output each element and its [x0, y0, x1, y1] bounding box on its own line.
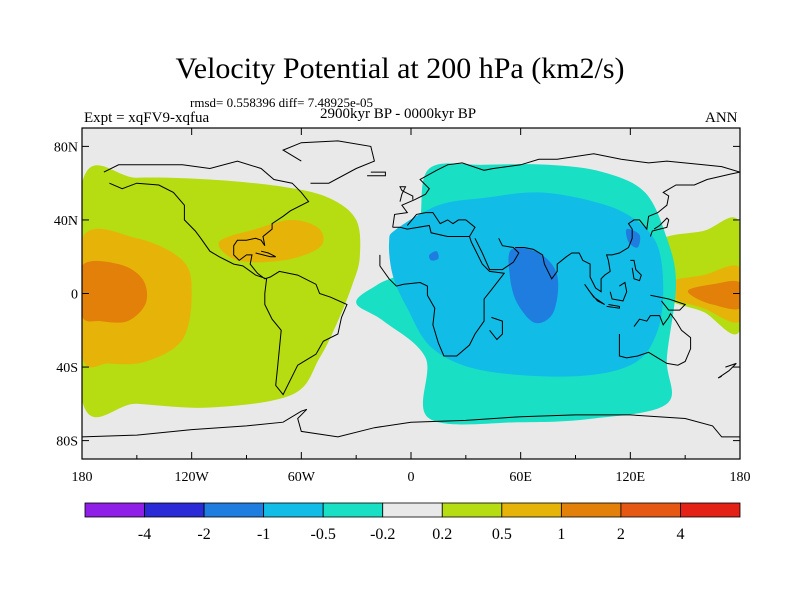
- coastline-14: [630, 259, 642, 282]
- colorbar-swatch-4: [322, 502, 384, 518]
- coastline-2: [392, 153, 740, 228]
- x-tick-label-6: 180: [730, 470, 751, 485]
- colorbar-label-8: 2: [617, 526, 625, 543]
- coastline-0: [103, 160, 348, 396]
- y-tick-label-1: 40N: [54, 214, 78, 229]
- colorbar-swatch-1: [144, 502, 205, 518]
- contour-region-11: [625, 228, 641, 248]
- coastline-9: [606, 304, 620, 309]
- x-tick-label-2: 60W: [288, 470, 316, 485]
- stats-line: rmsd= 0.558396 diff= 7.48925e-05: [190, 95, 374, 110]
- contour-region-10: [428, 251, 439, 261]
- season-label: ANN: [705, 110, 738, 126]
- coastline-12: [618, 312, 692, 366]
- colorbar-swatch-10: [680, 502, 741, 518]
- coastline-16: [399, 186, 414, 202]
- colorbar-swatch-5: [382, 502, 443, 518]
- colorbar: -4 -2 -1 -0.5 -0.2 0.2 0.5 1 2 4: [84, 502, 741, 543]
- y-tick-label-4: 80S: [56, 435, 78, 450]
- y-tick-label-3: 40S: [56, 361, 78, 376]
- x-tick-label-3: 0: [408, 470, 415, 485]
- x-tick-label-0: 180: [72, 470, 93, 485]
- coastline-17: [367, 171, 386, 177]
- contour-region-6: [687, 280, 740, 310]
- y-tick-label-2: 0: [71, 288, 78, 303]
- x-axis-ticks: 180 120W 60W 0 60E 120E 180: [72, 128, 751, 485]
- colorbar-label-6: 0.5: [492, 526, 512, 543]
- colorbar-swatch-7: [501, 502, 562, 518]
- contour-region-3: [82, 260, 148, 323]
- coastlines: [82, 140, 740, 438]
- coastline-10: [609, 281, 628, 302]
- coastline-18: [255, 250, 276, 258]
- coastline-5: [489, 316, 503, 341]
- chart-title: Velocity Potential at 200 hPa (km2/s): [175, 52, 625, 85]
- coastline-15: [82, 408, 740, 438]
- colorbar-label-9: 4: [676, 526, 684, 543]
- contour-regions: [82, 163, 740, 425]
- coastline-13: [649, 217, 670, 237]
- x-tick-label-4: 60E: [509, 470, 532, 485]
- colorbar-label-3: -0.5: [311, 526, 336, 543]
- coastline-4: [379, 236, 506, 357]
- colorbar-label-5: 0.2: [432, 526, 452, 543]
- coastline-7: [515, 171, 740, 293]
- colorbar-swatch-0: [84, 502, 145, 518]
- contour-region-2: [218, 219, 324, 263]
- experiment-label: Expt = xqFV9-xqfua: [84, 110, 210, 126]
- colorbar-label-2: -1: [257, 526, 270, 543]
- y-axis-ticks: 80N 40N 0 40S 80S: [54, 140, 740, 450]
- coastline-19: [717, 362, 737, 379]
- coastline-3: [392, 212, 476, 237]
- coastline-6: [474, 238, 520, 271]
- coastline-1: [281, 140, 375, 184]
- coastline-8: [584, 284, 605, 305]
- coastline-11: [650, 294, 687, 311]
- colorbar-label-0: -4: [138, 526, 151, 543]
- colorbar-label-7: 1: [557, 526, 565, 543]
- colorbar-label-4: -0.2: [370, 526, 395, 543]
- x-tick-label-1: 120W: [175, 470, 210, 485]
- period-label: 2900kyr BP - 0000kyr BP: [320, 106, 477, 122]
- y-tick-label-0: 80N: [54, 140, 78, 155]
- x-tick-label-5: 120E: [616, 470, 646, 485]
- colorbar-swatch-9: [620, 502, 681, 518]
- colorbar-swatch-3: [263, 502, 324, 518]
- colorbar-swatch-8: [560, 502, 622, 518]
- colorbar-label-1: -2: [197, 526, 210, 543]
- colorbar-swatch-2: [203, 502, 265, 518]
- colorbar-swatch-6: [441, 502, 503, 518]
